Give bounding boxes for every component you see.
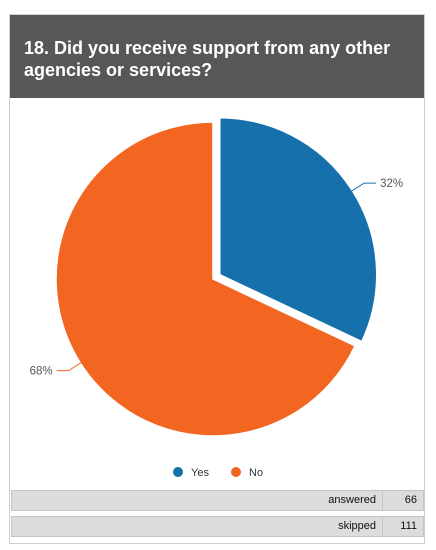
skipped-count: 111 [400,520,417,532]
question-title: 18. Did you receive support from any oth… [24,38,391,80]
legend-label-no: No [249,467,263,479]
answered-row: answered 66 [11,490,424,511]
response-stats: answered 66 skipped 111 [11,490,424,542]
legend-marker-no [231,467,241,477]
pie-chart: 32% 68% Yes No [30,116,403,479]
answered-label: answered [12,491,383,510]
question-header: 18. Did you receive support from any oth… [10,15,424,98]
legend-label-yes: Yes [191,467,209,479]
leader-line-yes [350,182,377,193]
leader-line-no [56,361,83,372]
legend-marker-yes [173,467,183,477]
answered-count: 66 [404,494,417,506]
question-card: 18. Did you receive support from any oth… [9,14,425,544]
data-label-no: 68% [30,366,53,378]
skipped-row: skipped 111 [11,516,424,537]
data-label-yes: 32% [380,178,403,190]
skipped-label: skipped [12,517,383,536]
